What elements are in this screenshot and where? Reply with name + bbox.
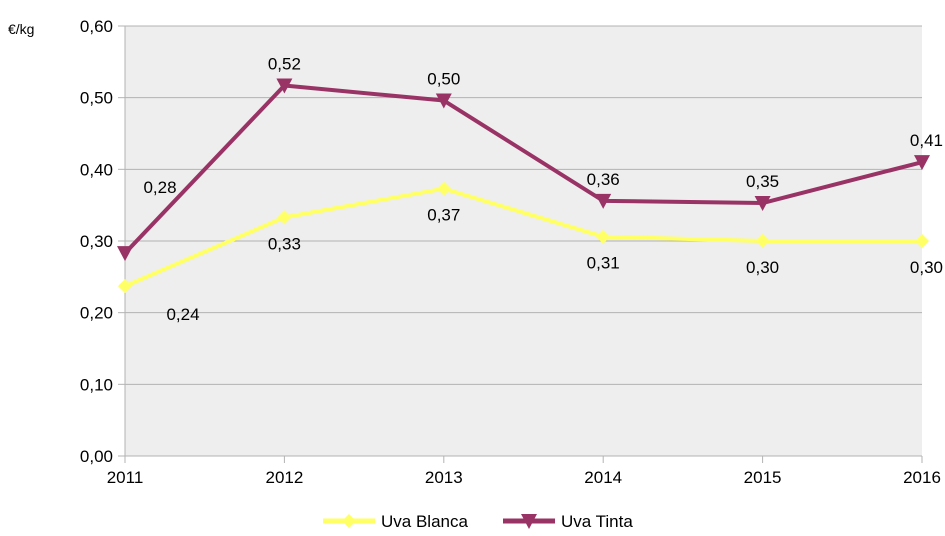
series-point: [436, 181, 451, 196]
data-label: 0,36: [587, 170, 620, 189]
series-point: [276, 78, 293, 94]
series-line: [123, 83, 923, 255]
data-label: 0,35: [746, 172, 779, 191]
y-tick-label: 0,10: [80, 375, 113, 394]
series-point: [596, 229, 611, 244]
series-lines: [117, 78, 930, 294]
data-label: 0,37: [427, 206, 460, 225]
y-tick-label: 0,20: [80, 304, 113, 323]
series-point: [435, 93, 452, 109]
series-point: [754, 196, 771, 212]
x-tick-label: 2012: [265, 468, 303, 487]
legend-label: Uva Tinta: [561, 512, 633, 531]
y-tick-label: 0,50: [80, 89, 113, 108]
y-tick-label: 0,00: [80, 447, 113, 466]
data-label: 0,52: [268, 54, 301, 73]
data-label: 0,24: [166, 305, 199, 324]
series-point: [915, 234, 929, 248]
data-label: 0,50: [427, 70, 460, 89]
x-tick-label: 2015: [744, 468, 782, 487]
series-point: [755, 234, 770, 248]
data-label: 0,28: [143, 178, 176, 197]
series-point: [521, 514, 537, 529]
series-point: [118, 279, 132, 294]
axes: 0,00 0,10 0,20 0,30 0,40 0,50 0,60 2011 2012 2013…: [80, 17, 941, 487]
series-point: [277, 210, 292, 225]
legend: Uva Blanca Uva Tinta: [323, 512, 633, 531]
y-tick-label: 0,60: [80, 17, 113, 36]
series-point: [595, 193, 612, 209]
series-point: [117, 246, 133, 262]
data-label: 0,33: [268, 234, 301, 253]
data-label: 0,31: [587, 254, 620, 273]
x-tick-label: 2016: [903, 468, 941, 487]
legend-label: Uva Blanca: [381, 512, 468, 531]
data-label: 0,41: [910, 131, 943, 150]
y-tick-label: 0,40: [80, 160, 113, 179]
data-label: 0,30: [910, 258, 943, 277]
x-tick-label: 2011: [107, 468, 144, 487]
x-tick-label: 2013: [425, 468, 463, 487]
series-point: [342, 514, 356, 528]
x-tick-label: 2014: [584, 468, 622, 487]
series-point: [914, 155, 930, 171]
series-line: [124, 186, 922, 288]
data-labels: 0,24 0,33 0,37 0,31 0,30 0,30 0,28 0,52 0,50 0,36…: [143, 54, 943, 324]
data-label: 0,30: [746, 258, 779, 277]
y-axis-unit-label: €/kg: [8, 21, 34, 37]
y-tick-label: 0,30: [80, 232, 113, 251]
